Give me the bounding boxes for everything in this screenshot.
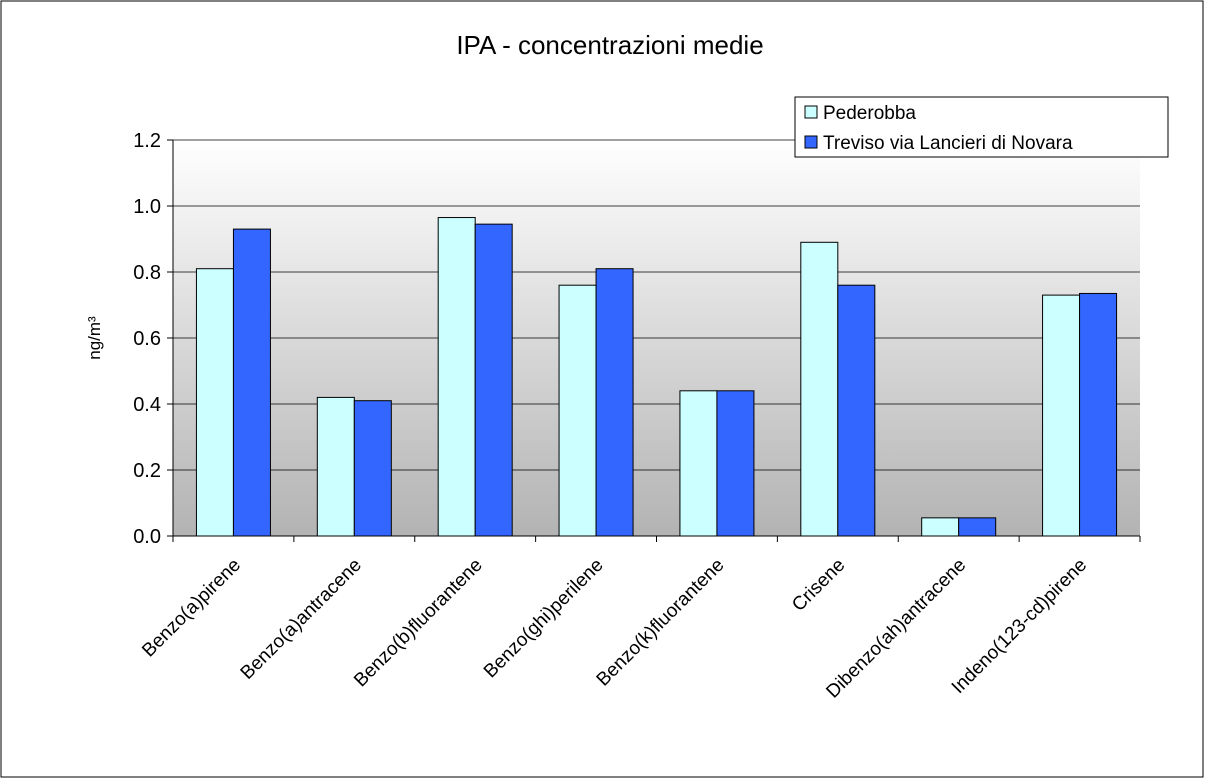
bar [195, 268, 234, 537]
bar [353, 400, 392, 537]
bar [1079, 292, 1118, 537]
bar [1042, 294, 1081, 537]
bar [837, 284, 876, 537]
legend-label: Pederobba [823, 103, 916, 124]
bar [437, 217, 476, 537]
legend-swatch [804, 135, 818, 149]
bar [800, 241, 839, 537]
y-tick-label: 0.8 [133, 262, 161, 284]
bar [716, 390, 755, 537]
bar [958, 517, 997, 537]
bar [558, 284, 597, 537]
bar [921, 517, 960, 537]
legend-box [794, 96, 1169, 158]
y-tick-label: 0.2 [133, 460, 161, 482]
y-axis-label: ng/m³ [85, 316, 104, 360]
y-tick-label: 0.4 [133, 394, 161, 416]
y-tick-label: 1.0 [133, 196, 161, 218]
legend-swatch [804, 105, 818, 119]
bar [232, 228, 271, 537]
bar [679, 390, 718, 537]
bar [316, 396, 355, 537]
y-tick-label: 0.6 [133, 328, 161, 350]
bar [474, 223, 513, 537]
y-tick-label: 0.0 [133, 526, 161, 548]
chart-title: IPA - concentrazioni medie [456, 30, 763, 60]
bar [595, 268, 634, 537]
y-tick-label: 1.2 [133, 130, 161, 152]
legend-label: Treviso via Lancieri di Novara [823, 133, 1073, 154]
